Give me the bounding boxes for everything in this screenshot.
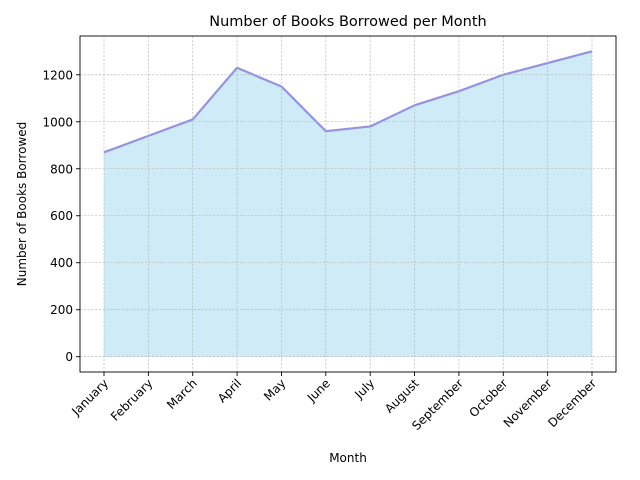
x-axis-label: Month: [329, 451, 367, 465]
series-line: [103, 50, 593, 154]
y-tick-label: 800: [50, 162, 73, 176]
area-fill: [104, 51, 592, 357]
y-tick-label: 400: [50, 256, 73, 270]
axes: [79, 35, 617, 373]
grid-lines: [80, 36, 616, 372]
y-axis-ticks: 0 200 400 600 800 1000 1200: [42, 68, 80, 364]
y-tick-label: 600: [50, 209, 73, 223]
y-tick-label: 1200: [42, 68, 73, 82]
chart-title: Number of Books Borrowed per Month: [209, 14, 486, 30]
y-tick-label: 200: [50, 303, 73, 317]
y-tick-label: 1000: [42, 115, 73, 129]
axes-frame: [79, 35, 617, 373]
y-tick-label: 0: [65, 350, 73, 364]
y-axis-label: Number of Books Borrowed: [15, 122, 29, 286]
